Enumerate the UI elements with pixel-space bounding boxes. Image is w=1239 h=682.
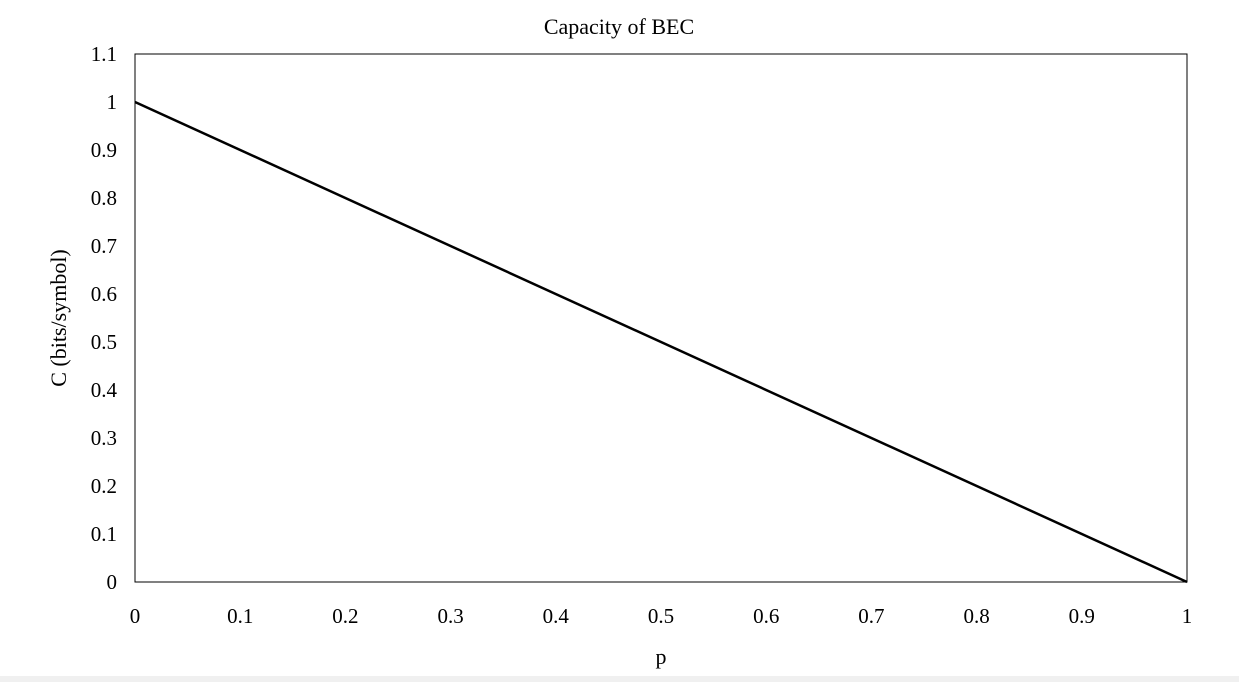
y-tick-label: 0.6 bbox=[91, 282, 117, 306]
x-tick-label: 0.5 bbox=[648, 604, 674, 628]
x-tick-label: 0.9 bbox=[1069, 604, 1095, 628]
x-tick-label: 0.1 bbox=[227, 604, 253, 628]
y-tick-label: 0.9 bbox=[91, 138, 117, 162]
y-tick-label: 0.5 bbox=[91, 330, 117, 354]
y-axis-title: C (bits/symbol) bbox=[46, 249, 71, 387]
plot-frame bbox=[134, 53, 1188, 583]
y-tick-label: 1 bbox=[107, 90, 118, 114]
x-tick-label: 1 bbox=[1182, 604, 1193, 628]
x-axis-title: p bbox=[656, 644, 667, 669]
chart-title: Capacity of BEC bbox=[544, 14, 694, 39]
x-tick-label: 0.7 bbox=[858, 604, 884, 628]
series-line bbox=[134, 100, 1188, 584]
y-tick-label: 0.3 bbox=[91, 426, 117, 450]
x-tick-label: 0.8 bbox=[963, 604, 989, 628]
x-tick-label: 0.2 bbox=[332, 604, 358, 628]
x-tick-label: 0.6 bbox=[753, 604, 779, 628]
y-tick-label: 1.1 bbox=[91, 42, 117, 66]
x-axis-ticks: 0 0.1 0.2 0.3 0.4 0.5 0.6 0.7 0.8 0.9 1 bbox=[130, 604, 1193, 628]
y-tick-label: 0.8 bbox=[91, 186, 117, 210]
x-tick-label: 0.3 bbox=[437, 604, 463, 628]
x-tick-label: 0 bbox=[130, 604, 141, 628]
y-tick-label: 0.4 bbox=[91, 378, 118, 402]
series-layer bbox=[134, 100, 1188, 584]
y-tick-label: 0.1 bbox=[91, 522, 117, 546]
x-tick-label: 0.4 bbox=[543, 604, 570, 628]
bottom-strip bbox=[0, 676, 1239, 682]
y-axis-ticks: 0 0.1 0.2 0.3 0.4 0.5 0.6 0.7 0.8 0.9 1 1.1 bbox=[91, 42, 118, 594]
y-tick-label: 0 bbox=[107, 570, 118, 594]
y-tick-label: 0.2 bbox=[91, 474, 117, 498]
y-tick-label: 0.7 bbox=[91, 234, 117, 258]
